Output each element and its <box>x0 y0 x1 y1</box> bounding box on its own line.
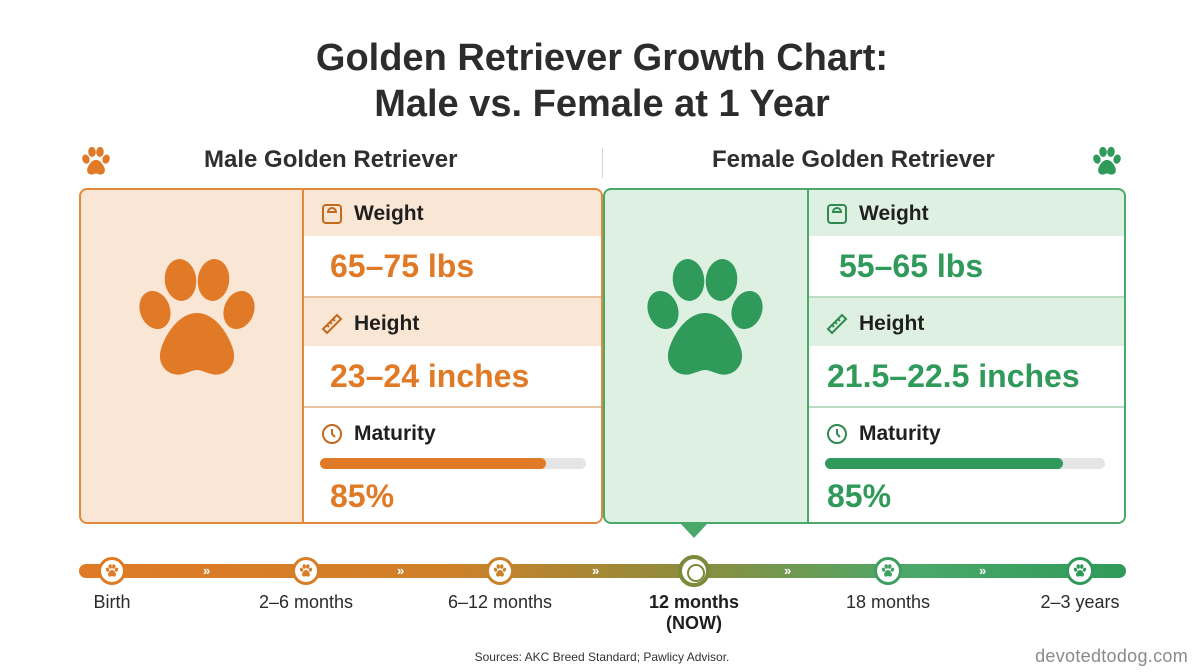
female-maturity-bar <box>825 458 1105 469</box>
row-divider <box>809 296 1124 298</box>
female-maturity-label: Maturity <box>809 412 1124 456</box>
female-weight-value: 55–65 lbs <box>809 236 1124 296</box>
timeline-label: 18 months <box>845 592 931 612</box>
male-heading: Male Golden Retriever <box>204 146 458 173</box>
paw-icon <box>104 563 120 579</box>
male-height-label: Height <box>304 302 601 346</box>
male-height-value: 23–24 inches <box>304 346 601 406</box>
timeline-node-2-6-months <box>292 557 320 585</box>
male-maturity-value: 85% <box>330 477 395 514</box>
timeline-arrow-icon: » <box>784 563 792 578</box>
female-paw-icon <box>630 247 780 397</box>
timeline-arrow-icon: » <box>203 563 211 578</box>
timeline-label-now: (NOW) <box>666 613 722 633</box>
female-height-label: Height <box>809 302 1124 346</box>
paw-icon <box>78 144 114 180</box>
male-weight-label: Weight <box>304 192 601 236</box>
paw-icon <box>492 563 508 579</box>
timeline-label-current-stage: 12 months <box>648 592 740 612</box>
female-maturity-fill <box>825 458 1063 469</box>
female-height-label-text: Height <box>859 312 925 335</box>
paw-icon <box>880 563 896 579</box>
timeline-label: 2–3 years <box>1040 592 1120 612</box>
scale-icon <box>827 204 847 224</box>
timeline-node-now <box>678 555 710 587</box>
male-maturity-fill <box>320 458 547 469</box>
female-height-value: 21.5–22.5 inches <box>809 346 1124 406</box>
clock-icon <box>827 424 847 444</box>
clock-icon <box>322 424 342 444</box>
timeline-arrow-icon: » <box>397 563 405 578</box>
heading-divider <box>602 148 603 178</box>
male-maturity-bar <box>320 458 586 469</box>
female-stats: Weight 55–65 lbs Height 21.5–22.5 inches… <box>807 190 1124 522</box>
male-maturity-label: Maturity <box>304 412 601 456</box>
male-weight-value: 65–75 lbs <box>304 236 601 296</box>
timeline-label-current: 12 months (NOW) <box>624 592 764 634</box>
row-divider <box>304 406 601 408</box>
scale-icon <box>322 204 342 224</box>
brand-watermark: devotedtodog.com <box>1035 646 1188 666</box>
timeline-node-2-3-years <box>1066 557 1094 585</box>
female-maturity-value: 85% <box>827 477 892 514</box>
paw-icon <box>298 563 314 579</box>
male-stats: Weight 65–75 lbs Height 23–24 inches Mat… <box>302 190 601 522</box>
timeline-label: 2–6 months <box>258 592 354 612</box>
page-title-line-1: Golden Retriever Growth Chart: <box>315 37 889 79</box>
female-card: Weight 55–65 lbs Height 21.5–22.5 inches… <box>603 188 1126 524</box>
sources-note: Sources: AKC Breed Standard; Pawlicy Adv… <box>474 650 730 664</box>
timeline-arrow-icon: » <box>979 563 987 578</box>
male-card: Weight 65–75 lbs Height 23–24 inches Mat… <box>79 188 603 524</box>
female-maturity-label-text: Maturity <box>859 422 941 445</box>
page-title-line-2: Male vs. Female at 1 Year <box>374 83 830 125</box>
timeline-label: Birth <box>93 592 131 612</box>
paw-icon <box>1089 144 1125 180</box>
timeline-node-18-months <box>874 557 902 585</box>
timeline-node-birth <box>98 557 126 585</box>
male-paw-icon <box>122 247 272 397</box>
female-weight-label-text: Weight <box>859 202 929 225</box>
male-weight-label-text: Weight <box>354 202 424 225</box>
ruler-icon <box>826 313 848 335</box>
timeline-label: 6–12 months <box>447 592 553 612</box>
female-weight-label: Weight <box>809 192 1124 236</box>
ruler-icon <box>321 313 343 335</box>
timeline-arrow-icon: » <box>592 563 600 578</box>
now-pointer <box>681 524 707 538</box>
chevron-down-icon <box>687 535 701 543</box>
male-height-label-text: Height <box>354 312 420 335</box>
paw-icon <box>1072 563 1088 579</box>
male-maturity-label-text: Maturity <box>354 422 436 445</box>
growth-timeline <box>79 564 1126 578</box>
row-divider <box>809 406 1124 408</box>
timeline-node-6-12-months <box>486 557 514 585</box>
row-divider <box>304 296 601 298</box>
female-heading: Female Golden Retriever <box>712 146 995 173</box>
